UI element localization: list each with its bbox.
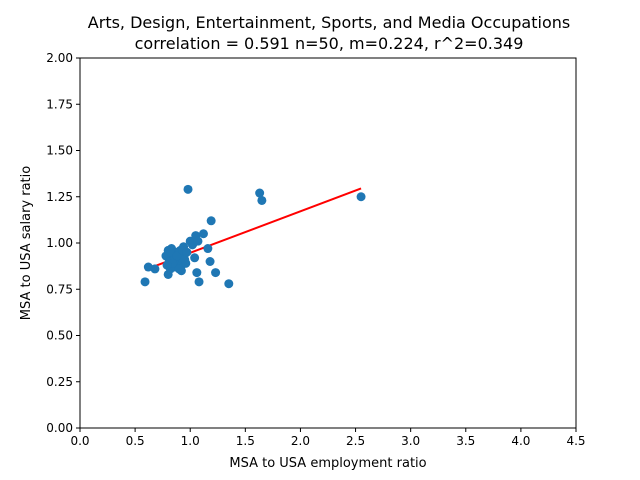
- data-point-37: [224, 279, 234, 289]
- data-point-34: [205, 257, 215, 266]
- plot-frame: [79, 57, 577, 429]
- data-point-41: [165, 247, 175, 257]
- data-point-39: [257, 195, 267, 205]
- chart-title: Arts, Design, Entertainment, Sports, and…: [88, 13, 570, 32]
- y-tick-label-1: 0.25: [46, 375, 73, 389]
- x-tick-label-0: 0.0: [70, 434, 89, 448]
- y-tick-label-7: 1.75: [46, 97, 73, 111]
- x-tick-label-9: 4.5: [566, 434, 585, 448]
- data-point-43: [172, 251, 182, 261]
- data-point-23: [183, 184, 193, 194]
- data-point-33: [203, 244, 213, 254]
- y-tick-label-6: 1.50: [46, 144, 73, 158]
- y-tick-label-8: 2.00: [46, 51, 73, 65]
- data-point-49: [182, 247, 192, 257]
- y-tick-label-0: 0.00: [46, 421, 73, 435]
- data-point-27: [190, 253, 200, 263]
- data-point-35: [206, 216, 216, 226]
- x-axis-label: MSA to USA employment ratio: [229, 456, 426, 471]
- x-tick-label-7: 3.5: [456, 434, 475, 448]
- x-tick-label-8: 4.0: [511, 434, 530, 448]
- data-point-2: [150, 264, 160, 274]
- data-point-44: [174, 264, 184, 274]
- data-point-32: [198, 229, 208, 239]
- x-tick-label-4: 2.0: [291, 434, 310, 448]
- x-tick-label-1: 0.5: [126, 434, 145, 448]
- y-tick-label-3: 0.75: [46, 282, 73, 296]
- data-point-46: [180, 255, 190, 265]
- data-point-48: [162, 260, 172, 270]
- data-point-36: [211, 268, 221, 278]
- x-tick-label-6: 3.0: [401, 434, 420, 448]
- data-point-30: [193, 236, 203, 246]
- x-axis-ticks: 0.0 0.5 1.0 1.5 2.0 2.5 3.0 3.5 4.0 4.5: [70, 428, 586, 448]
- y-tick-label-5: 1.25: [46, 190, 73, 204]
- data-point-0: [140, 277, 150, 287]
- data-point-38: [255, 188, 265, 198]
- data-point-31: [194, 277, 204, 287]
- chart-subtitle: correlation = 0.591 n=50, m=0.224, r^2=0…: [135, 34, 524, 53]
- y-axis-ticks: 0.00 0.25 0.50 0.75 1.00 1.25 1.50 1.75 2.00: [46, 51, 80, 435]
- x-tick-label-5: 2.5: [346, 434, 365, 448]
- x-tick-label-2: 1.0: [181, 434, 200, 448]
- y-tick-label-4: 1.00: [46, 236, 73, 250]
- data-point-29: [192, 268, 202, 278]
- data-point-40: [356, 192, 366, 202]
- y-tick-label-2: 0.50: [46, 329, 73, 343]
- data-points-layer: [140, 184, 366, 289]
- y-axis-label: MSA to USA salary ratio: [19, 166, 34, 320]
- x-tick-label-3: 1.5: [236, 434, 255, 448]
